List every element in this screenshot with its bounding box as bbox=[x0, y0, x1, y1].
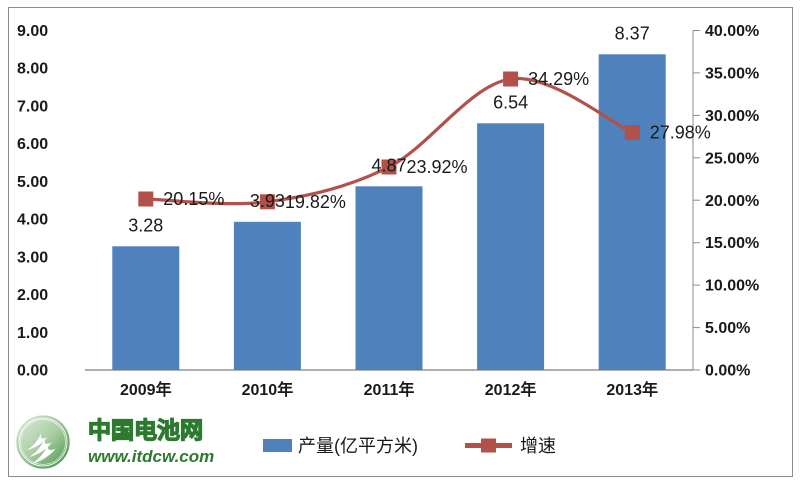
svg-text:中国电池网: 中国电池网 bbox=[88, 417, 203, 443]
svg-text:www.itdcw.com: www.itdcw.com bbox=[88, 447, 214, 466]
